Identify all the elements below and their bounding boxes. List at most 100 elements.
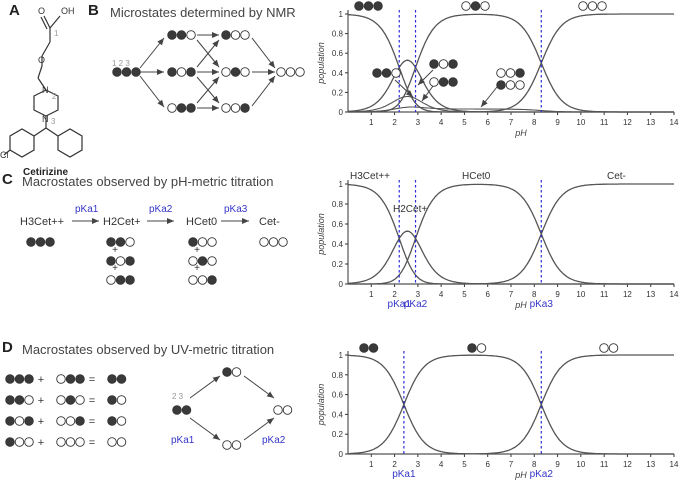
annotation-arrows [394,69,498,108]
series-label: H2Cet+ [393,204,427,215]
series-label: HCet0 [462,171,491,182]
x-tick-label: 11 [600,118,609,127]
deprotonated-site-dot [106,275,116,285]
x-tick-label: 2 [392,460,397,469]
pka1-label-d: pKa1 [171,435,195,446]
x-tick-label: 12 [623,290,632,299]
protonated-site-dot [368,343,379,353]
population-chart-d: 00.20.40.60.811 2 3 4 5 6 7 8 9 10 11 12 13 14pHpopul… [316,351,679,480]
protonated-site-dot [125,256,135,266]
pka2-label-d: pKa2 [262,435,286,446]
series-label: Cet- [607,171,626,182]
deprotonated-site-dot [273,405,283,415]
x-tick-label: 13 [646,118,655,127]
protonated-site-dot [24,416,34,426]
deprotonated-site-dot [285,67,296,77]
deprotonated-site-dot [230,30,241,40]
y-tick-label: 0.4 [332,240,344,249]
protonated-site-dot [5,416,15,426]
deprotonated-site-dot [480,1,490,11]
plus-sign: + [38,374,44,386]
x-tick-label: 4 [439,290,444,299]
pka3-label-c: pKa3 [224,204,248,215]
deprotonated-site-dot [599,343,609,353]
annotation-arrow [480,86,498,108]
deprotonated-site-dot [207,256,217,266]
population-curve [348,354,674,455]
protonated-site-dot [438,77,449,87]
protonated-site-dot [35,237,46,247]
population-curve [347,13,674,113]
deprotonated-site-dot [167,103,177,113]
series-label: H3Cet++ [350,171,390,182]
plus-sign: + [194,263,200,274]
x-tick-label: 11 [600,290,609,299]
population-curve [348,354,674,455]
deprotonated-site-dot [505,68,516,78]
population-curve [348,183,674,285]
atom-o-ether: O [38,55,45,65]
deprotonated-site-dot [115,256,126,266]
x-tick-label: 6 [485,290,490,299]
deprotonated-site-dot [268,237,279,247]
deprotonated-site-dot [186,30,196,40]
deprotonated-site-dot [24,437,34,447]
protonated-site-dot [176,30,187,40]
x-tick-label: 4 [439,460,444,469]
panel-label-b: B [88,2,99,19]
deprotonated-site-dot [65,437,76,447]
state-hcet: HCet0 [186,216,217,228]
deprotonated-site-dot [56,374,66,384]
pka1-label-c: pKa1 [75,204,99,215]
deprotonated-site-dot [461,1,471,11]
panel-title-b: Microstates determined by NMR [110,5,296,20]
atom-n3: N [42,114,49,124]
x-axis-label: pH [514,128,527,138]
x-tick-label: 1 [369,460,374,469]
y-tick-label: 0.6 [332,49,344,58]
protonated-site-dot [131,67,141,77]
population-chart-c: 00.20.40.60.811 2 3 4 5 6 7 8 9 10 11 12 13 14pHpopul… [316,171,679,310]
protonated-site-dot [116,374,127,384]
state-cet: Cet- [259,216,280,228]
site-number-1: 1 [54,29,59,38]
protonated-site-dot [470,1,481,11]
state-h2cet: H2Cet+ [103,216,141,228]
protonated-site-dot [115,275,126,285]
deprotonated-site-dot [496,68,506,78]
pka-tick-label: pKa3 [530,299,554,310]
deprotonated-site-dot [65,416,76,426]
x-tick-label: 13 [646,290,655,299]
y-tick-label: 0.8 [332,371,344,380]
deprotonated-site-dot [197,237,208,247]
uv-scheme-arrows [189,375,275,441]
deprotonated-site-dot [107,437,117,447]
deprotonated-site-dot [56,416,66,426]
protonated-site-dot [24,374,34,384]
x-tick-label: 1 [369,290,374,299]
x-tick-label: 8 [532,290,537,299]
deprotonated-site-dot [56,437,66,447]
equals-sign: = [89,416,95,428]
protonated-site-dot [26,237,36,247]
protonated-site-dot [359,343,369,353]
deprotonated-site-dot [608,343,619,353]
x-tick-label: 2 [392,290,397,299]
protonated-site-dot [448,59,458,69]
state-h3cet: H3Cet++ [20,216,64,228]
x-tick-label: 7 [509,460,514,469]
x-tick-label: 9 [555,460,560,469]
plus-sign: + [194,245,200,256]
protonated-site-dot [181,405,192,415]
y-tick-label: 0.4 [332,410,344,419]
site-numbers-d: 2 3 [172,392,184,401]
x-tick-label: 2 [392,118,397,127]
protonated-site-dot [75,374,85,384]
protonated-site-dot [176,103,187,113]
deprotonated-site-dot [116,416,127,426]
x-tick-label: 6 [485,460,490,469]
protonated-site-dot [429,59,439,69]
protonated-site-dot [107,395,117,405]
x-tick-label: 12 [623,118,632,127]
